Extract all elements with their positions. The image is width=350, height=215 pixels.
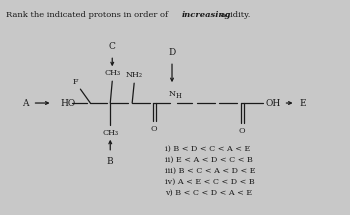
Text: iv) A < E < C < D < B: iv) A < E < C < D < B bbox=[165, 178, 255, 186]
Text: C: C bbox=[109, 42, 116, 51]
Text: i) B < D < C < A < E: i) B < D < C < A < E bbox=[165, 145, 250, 153]
Text: acidity.: acidity. bbox=[218, 11, 250, 19]
Text: OH: OH bbox=[266, 98, 281, 108]
Text: increasing: increasing bbox=[182, 11, 231, 19]
Text: A: A bbox=[22, 98, 29, 108]
Text: iii) B < C < A < D < E: iii) B < C < A < D < E bbox=[165, 167, 256, 175]
Text: N: N bbox=[168, 90, 175, 98]
Text: H: H bbox=[176, 92, 182, 100]
Text: F: F bbox=[73, 78, 78, 86]
Text: O: O bbox=[238, 127, 245, 135]
Text: NH₂: NH₂ bbox=[126, 71, 143, 79]
Text: B: B bbox=[107, 157, 113, 166]
Text: D: D bbox=[168, 48, 176, 57]
Text: ii) E < A < D < C < B: ii) E < A < D < C < B bbox=[165, 156, 253, 164]
Text: v) B < C < D < A < E: v) B < C < D < A < E bbox=[165, 189, 252, 197]
Text: CH₃: CH₃ bbox=[104, 69, 120, 77]
Text: E: E bbox=[300, 98, 306, 108]
Text: HO: HO bbox=[61, 98, 76, 108]
Text: Rank the indicated protons in order of: Rank the indicated protons in order of bbox=[6, 11, 170, 19]
Text: O: O bbox=[151, 125, 158, 133]
Text: CH₃: CH₃ bbox=[102, 129, 118, 137]
